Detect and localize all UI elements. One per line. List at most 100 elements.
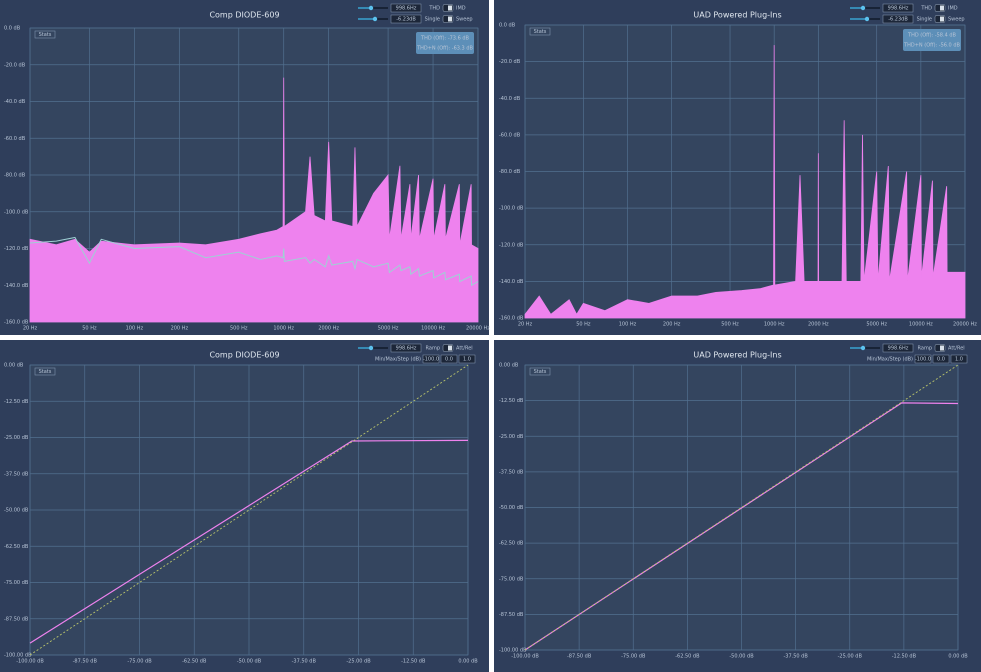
y-tick-label: -62.50 dB — [4, 544, 29, 550]
value-text[interactable]: 998.6Hz — [396, 346, 417, 352]
option-label: Att/Rel — [948, 346, 965, 352]
x-tick-label: 5000 Hz — [378, 326, 399, 332]
value-box[interactable] — [422, 354, 440, 364]
option-label: Sweep — [948, 17, 965, 23]
x-tick-label: 1000 Hz — [273, 326, 294, 332]
readout-box — [416, 32, 474, 54]
stats-button[interactable] — [34, 30, 56, 39]
stats-button[interactable] — [529, 27, 551, 36]
option-label: Min/Max/Step (dB) — [867, 357, 913, 363]
x-tick-label: -75.00 dB — [621, 654, 646, 660]
value-box[interactable] — [440, 354, 458, 364]
chart-title: UAD Powered Plug-Ins — [693, 11, 781, 20]
toggle-knob[interactable] — [448, 5, 452, 11]
x-tick-label: -62.50 dB — [675, 654, 700, 660]
value-text[interactable]: 998.6Hz — [888, 346, 909, 352]
x-tick-label: -100.00 dB — [16, 659, 44, 665]
y-tick-label: -60.0 dB — [499, 132, 521, 138]
value-text[interactable]: -100.0 — [423, 357, 439, 363]
x-tick-label: 1000 Hz — [764, 322, 785, 328]
x-tick-label: -75.00 dB — [127, 659, 152, 665]
value-text[interactable]: 0.0 — [937, 357, 945, 363]
value-box[interactable] — [882, 14, 914, 24]
y-tick-label: -100.0 dB — [499, 206, 524, 212]
value-text[interactable]: 998.6Hz — [396, 6, 417, 12]
toggle-knob[interactable] — [448, 345, 452, 351]
slider-knob[interactable] — [864, 16, 870, 22]
stats-label[interactable]: Stats — [534, 29, 547, 35]
y-tick-label: -120.0 dB — [4, 246, 29, 252]
x-tick-label: -50.00 dB — [729, 654, 754, 660]
toggle-knob[interactable] — [940, 5, 944, 11]
value-text[interactable]: -6.23dB — [396, 17, 416, 23]
value-box[interactable] — [390, 3, 422, 13]
slider-knob[interactable] — [860, 5, 866, 11]
stats-button[interactable] — [34, 367, 56, 376]
x-tick-label: 0.00 dB — [458, 659, 478, 665]
y-tick-label: -37.50 dB — [499, 469, 524, 475]
x-tick-label: 50 Hz — [576, 322, 591, 328]
x-tick-label: 50 Hz — [82, 326, 97, 332]
readout-box — [903, 29, 961, 51]
value-text[interactable]: 1.0 — [463, 357, 471, 363]
x-tick-label: 5000 Hz — [866, 322, 887, 328]
readout: THD+N (Off): -56.0 dB — [903, 43, 960, 49]
transfer-curve — [524, 402, 959, 651]
option-label: Ramp — [426, 346, 440, 352]
y-tick-label: -160.0 dB — [499, 316, 524, 322]
x-tick-label: 20 Hz — [518, 322, 533, 328]
option-label: Min/Max/Step (dB) — [375, 357, 421, 363]
value-text[interactable]: -100.0 — [915, 357, 931, 363]
value-text[interactable]: -6.23dB — [888, 17, 908, 23]
x-tick-label: 0.00 dB — [948, 654, 968, 660]
value-box[interactable] — [390, 343, 422, 353]
x-tick-label: 100 Hz — [619, 322, 637, 328]
slider-knob[interactable] — [372, 16, 378, 22]
option-label: Ramp — [918, 346, 932, 352]
y-tick-label: -25.00 dB — [499, 434, 524, 440]
value-text[interactable]: 1.0 — [955, 357, 963, 363]
x-tick-label: -37.50 dB — [783, 654, 808, 660]
y-tick-label: -75.00 dB — [4, 580, 29, 586]
slider-knob[interactable] — [368, 345, 374, 351]
toggle-knob[interactable] — [940, 345, 944, 351]
y-tick-label: 0.0 dB — [4, 26, 21, 32]
value-box[interactable] — [458, 354, 476, 364]
spectrum-line — [29, 236, 479, 287]
value-text[interactable]: 0.0 — [445, 357, 453, 363]
y-tick-label: -50.00 dB — [4, 508, 29, 514]
value-box[interactable] — [390, 14, 422, 24]
toggle-knob[interactable] — [448, 16, 452, 22]
chart-title: Comp DIODE-609 — [209, 11, 279, 20]
stats-button[interactable] — [529, 367, 551, 376]
y-tick-label: -140.0 dB — [499, 279, 524, 285]
y-tick-label: -80.0 dB — [499, 169, 521, 175]
x-tick-label: 500 Hz — [230, 326, 248, 332]
spectrum-area — [29, 77, 479, 323]
value-box[interactable] — [914, 354, 932, 364]
x-tick-label: -12.50 dB — [401, 659, 426, 665]
x-tick-label: 200 Hz — [171, 326, 189, 332]
value-box[interactable] — [950, 354, 968, 364]
x-tick-label: -50.00 dB — [237, 659, 262, 665]
toggle-knob[interactable] — [940, 16, 944, 22]
x-tick-label: 10000 Hz — [421, 326, 445, 332]
option-label: IMD — [948, 6, 958, 12]
y-tick-label: -87.50 dB — [4, 616, 29, 622]
y-tick-label: -60.0 dB — [4, 136, 26, 142]
value-box[interactable] — [882, 3, 914, 13]
stats-label[interactable]: Stats — [39, 369, 52, 375]
x-tick-label: 20 Hz — [23, 326, 38, 332]
slider-knob[interactable] — [368, 5, 374, 11]
value-box[interactable] — [882, 343, 914, 353]
value-box[interactable] — [932, 354, 950, 364]
value-text[interactable]: 998.6Hz — [888, 6, 909, 12]
x-tick-label: 20000 Hz — [466, 326, 490, 332]
y-tick-label: -100.0 dB — [4, 209, 29, 215]
y-tick-label: 0.0 dB — [499, 23, 516, 29]
slider-knob[interactable] — [860, 345, 866, 351]
stats-label[interactable]: Stats — [39, 32, 52, 38]
x-tick-label: 100 Hz — [126, 326, 144, 332]
stats-label[interactable]: Stats — [534, 369, 547, 375]
